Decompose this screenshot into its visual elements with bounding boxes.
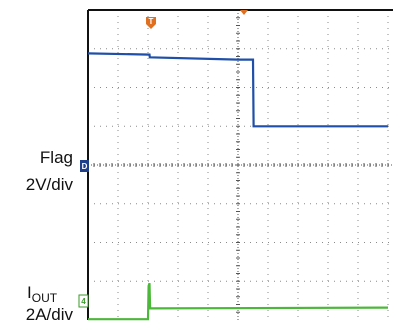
iout-name-main: I: [27, 283, 32, 302]
trace-flag: [87, 52, 388, 128]
flag-channel-marker: D: [80, 160, 89, 172]
iout-name-label: IOUT: [27, 283, 58, 305]
trace-iout: [88, 282, 389, 321]
trigger-position-indicator: [240, 10, 248, 15]
iout-name-sub: OUT: [32, 291, 58, 305]
iout-channel-marker: 4: [78, 294, 89, 308]
grid: [88, 10, 393, 320]
trigger-marker: T: [146, 17, 156, 29]
flag-name-label: Flag: [40, 148, 73, 167]
iout-channel-marker-label: 4: [81, 297, 86, 306]
flag-scale-label: 2V/div: [26, 175, 74, 194]
traces: [87, 52, 389, 321]
flag-channel-marker-label: D: [82, 162, 88, 171]
iout-scale-label: 2A/div: [26, 305, 74, 324]
trigger-marker-label: T: [149, 17, 154, 26]
